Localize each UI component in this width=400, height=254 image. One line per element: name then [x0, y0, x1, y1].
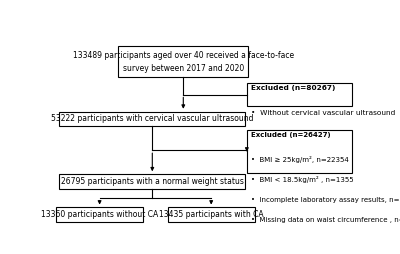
Bar — [168, 208, 255, 222]
Bar — [59, 174, 245, 189]
Text: •  BMI ≥ 25kg/m², n=22354: • BMI ≥ 25kg/m², n=22354 — [250, 156, 348, 163]
Bar — [56, 208, 143, 222]
Text: 53222 participants with cervical vascular ultrasound: 53222 participants with cervical vascula… — [51, 115, 254, 123]
Text: •  BMI < 18.5kg/m² , n=1355: • BMI < 18.5kg/m² , n=1355 — [250, 177, 353, 183]
Text: 13360 participants without CA: 13360 participants without CA — [41, 210, 158, 219]
Bar — [247, 130, 352, 173]
Text: 13435 participants with CA: 13435 participants with CA — [159, 210, 264, 219]
Text: Excluded (n=26427): Excluded (n=26427) — [250, 132, 330, 138]
Text: •  Incomplete laboratory assay results, n=2714: • Incomplete laboratory assay results, n… — [250, 197, 400, 203]
Text: •  Missing data on waist circumference , n=4: • Missing data on waist circumference , … — [250, 217, 400, 223]
Bar — [247, 83, 352, 106]
Text: 26795 participants with a normal weight status: 26795 participants with a normal weight … — [61, 177, 244, 186]
Bar — [59, 112, 245, 126]
Text: Excluded (n=80267): Excluded (n=80267) — [250, 85, 335, 91]
Bar — [118, 46, 248, 77]
Text: 133489 participants aged over 40 received a face-to-face
survey between 2017 and: 133489 participants aged over 40 receive… — [73, 51, 294, 73]
Text: •  Without cervical vascular ultrasound: • Without cervical vascular ultrasound — [250, 110, 395, 116]
